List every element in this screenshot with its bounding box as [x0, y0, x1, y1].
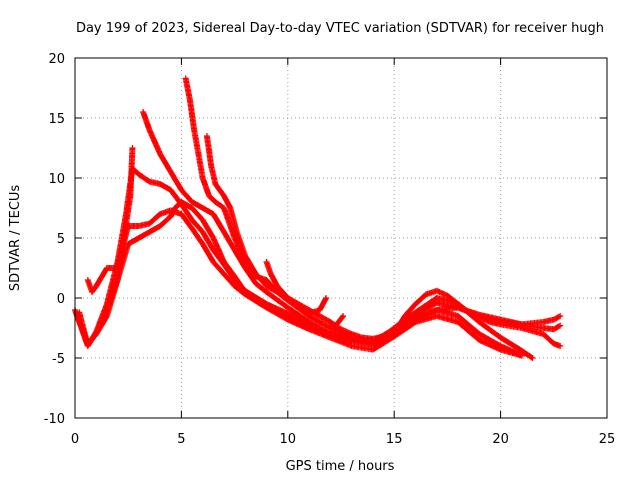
x-tick-label: 20	[492, 432, 509, 447]
series-track-4	[84, 145, 136, 295]
x-tick-label: 0	[71, 432, 79, 447]
series-track-9	[327, 313, 347, 331]
x-axis-label: GPS time / hours	[286, 459, 395, 474]
x-tick-label: 5	[177, 432, 185, 447]
y-tick-label: 20	[48, 52, 65, 67]
x-tick-label: 10	[280, 432, 297, 447]
y-axis-label: SDTVAR / TECUs	[8, 185, 23, 292]
series-track-6	[182, 75, 564, 345]
chart-title: Day 199 of 2023, Sidereal Day-to-day VTE…	[76, 21, 604, 36]
y-tick-label: 5	[57, 232, 65, 247]
y-tick-label: -10	[44, 412, 65, 427]
data-series	[72, 75, 564, 361]
y-tick-label: 0	[57, 292, 65, 307]
plus-markers	[327, 313, 347, 331]
y-tick-label: -5	[52, 352, 65, 367]
plus-markers	[140, 109, 564, 347]
series-track-7	[203, 133, 564, 349]
plus-markers	[84, 145, 136, 295]
y-tick-label: 15	[48, 112, 65, 127]
series-track-5	[140, 109, 564, 347]
plus-markers	[203, 133, 564, 349]
series-track-1	[72, 165, 536, 361]
x-tick-label: 15	[386, 432, 403, 447]
axes: 0 5 10 15 20 25 -10 -5 0 5 10 15 20	[44, 52, 616, 447]
y-tick-label: 10	[48, 172, 65, 187]
grid-lines	[75, 58, 607, 418]
plus-markers	[76, 207, 525, 359]
plus-markers	[182, 75, 564, 345]
plus-markers	[263, 259, 330, 317]
series-track-8	[263, 259, 330, 317]
series-track-3	[76, 207, 525, 359]
plus-markers	[72, 165, 536, 361]
x-tick-label: 25	[599, 432, 616, 447]
